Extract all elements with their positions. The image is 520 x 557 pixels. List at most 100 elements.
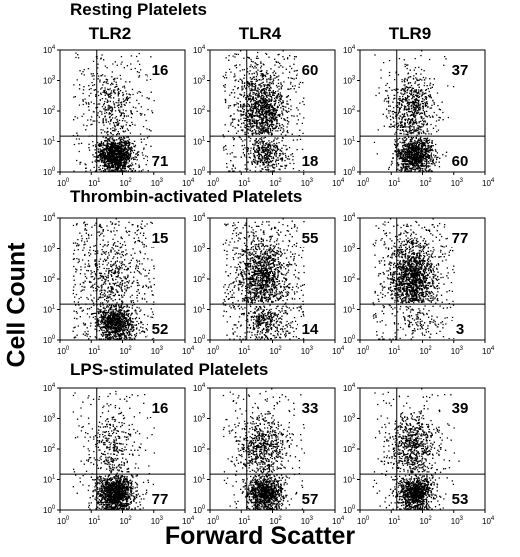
x-tick-label: 101 bbox=[238, 516, 251, 526]
x-tick-exponent: 0 bbox=[366, 516, 370, 522]
lower-quadrant-value: 14 bbox=[302, 321, 319, 338]
y-tick-label: 104 bbox=[193, 45, 206, 55]
x-tick-label: 103 bbox=[301, 178, 314, 188]
y-tick-exponent: 2 bbox=[352, 444, 356, 450]
y-tick-label: 104 bbox=[43, 213, 56, 223]
x-tick-label: 103 bbox=[151, 516, 164, 526]
x-tick-exponent: 4 bbox=[191, 516, 195, 522]
upper-quadrant-value-bg bbox=[148, 62, 172, 79]
lower-quadrant-value: 3 bbox=[456, 321, 464, 338]
scatter-points bbox=[72, 390, 155, 510]
scatter-points bbox=[372, 218, 455, 340]
y-tick-label: 101 bbox=[343, 305, 356, 315]
x-tick-label: 100 bbox=[207, 178, 220, 188]
x-tick-exponent: 1 bbox=[247, 516, 251, 522]
x-tick-exponent: 1 bbox=[97, 346, 101, 352]
y-tick-label: 100 bbox=[343, 167, 356, 177]
y-tick-label: 101 bbox=[343, 475, 356, 485]
y-tick-label: 102 bbox=[43, 274, 56, 284]
x-tick-label: 104 bbox=[332, 516, 345, 526]
y-tick-label: 103 bbox=[343, 76, 356, 86]
y-tick-exponent: 2 bbox=[352, 106, 356, 112]
x-tick-label: 102 bbox=[120, 516, 133, 526]
y-tick-exponent: 1 bbox=[202, 305, 206, 311]
y-tick-label: 102 bbox=[43, 106, 56, 116]
x-tick-exponent: 1 bbox=[97, 516, 101, 522]
y-tick-exponent: 3 bbox=[52, 76, 56, 82]
x-tick-exponent: 4 bbox=[491, 516, 495, 522]
x-tick-exponent: 2 bbox=[128, 346, 132, 352]
y-tick-exponent: 0 bbox=[52, 335, 56, 341]
lower-quadrant-value: 60 bbox=[452, 153, 469, 170]
scatter-points bbox=[222, 50, 305, 172]
x-tick-exponent: 1 bbox=[97, 178, 101, 184]
upper-quadrant-value-bg bbox=[448, 230, 472, 247]
y-tick-exponent: 1 bbox=[52, 475, 56, 481]
y-tick-label: 102 bbox=[193, 274, 206, 284]
x-tick-label: 102 bbox=[270, 346, 283, 356]
upper-quadrant-value-bg bbox=[298, 230, 322, 247]
lower-quadrant-value-bg bbox=[448, 491, 472, 508]
y-tick-label: 100 bbox=[343, 505, 356, 515]
upper-quadrant-value-bg bbox=[148, 400, 172, 417]
scatter-points bbox=[222, 218, 305, 340]
lower-quadrant-value: 77 bbox=[152, 491, 169, 508]
scatter-points bbox=[373, 50, 455, 172]
x-tick-exponent: 2 bbox=[428, 346, 432, 352]
x-tick-label: 104 bbox=[332, 178, 345, 188]
x-tick-label: 102 bbox=[420, 346, 433, 356]
x-tick-label: 100 bbox=[357, 516, 370, 526]
x-tick-label: 101 bbox=[88, 346, 101, 356]
column-title-tlr9: TLR9 bbox=[388, 24, 432, 43]
x-tick-exponent: 3 bbox=[160, 178, 164, 184]
lower-quadrant-value: 57 bbox=[302, 491, 319, 508]
y-tick-exponent: 4 bbox=[202, 45, 206, 51]
y-tick-exponent: 3 bbox=[202, 414, 206, 420]
x-tick-label: 102 bbox=[270, 516, 283, 526]
scatter-points bbox=[72, 52, 155, 172]
y-tick-label: 103 bbox=[343, 414, 356, 424]
lower-quadrant-value: 18 bbox=[302, 153, 319, 170]
x-tick-label: 101 bbox=[388, 178, 401, 188]
y-tick-exponent: 1 bbox=[52, 305, 56, 311]
y-tick-exponent: 2 bbox=[52, 444, 56, 450]
y-tick-label: 102 bbox=[193, 106, 206, 116]
lower-quadrant-value: 53 bbox=[452, 491, 469, 508]
y-tick-exponent: 1 bbox=[352, 475, 356, 481]
x-tick-exponent: 1 bbox=[397, 346, 401, 352]
x-tick-exponent: 2 bbox=[428, 178, 432, 184]
x-tick-label: 102 bbox=[420, 516, 433, 526]
x-tick-exponent: 3 bbox=[160, 516, 164, 522]
x-tick-exponent: 4 bbox=[341, 346, 345, 352]
y-tick-label: 100 bbox=[193, 335, 206, 345]
y-tick-exponent: 0 bbox=[352, 505, 356, 511]
row-title-lps: LPS-stimulated Platelets bbox=[70, 360, 269, 379]
y-tick-exponent: 2 bbox=[202, 274, 206, 280]
y-tick-label: 102 bbox=[343, 274, 356, 284]
x-tick-exponent: 0 bbox=[66, 346, 70, 352]
y-tick-label: 101 bbox=[193, 137, 206, 147]
scatter-points bbox=[222, 388, 305, 510]
y-tick-label: 101 bbox=[43, 137, 56, 147]
y-tick-label: 100 bbox=[343, 335, 356, 345]
y-tick-label: 102 bbox=[193, 444, 206, 454]
x-tick-label: 104 bbox=[482, 178, 495, 188]
y-tick-label: 102 bbox=[43, 444, 56, 454]
y-tick-exponent: 2 bbox=[352, 274, 356, 280]
upper-quadrant-value: 39 bbox=[452, 400, 469, 417]
y-tick-exponent: 0 bbox=[52, 505, 56, 511]
y-tick-exponent: 0 bbox=[352, 335, 356, 341]
y-tick-label: 101 bbox=[43, 475, 56, 485]
upper-quadrant-value: 60 bbox=[302, 62, 319, 79]
upper-quadrant-value-bg bbox=[298, 62, 322, 79]
x-tick-exponent: 0 bbox=[216, 516, 220, 522]
x-tick-exponent: 3 bbox=[460, 516, 464, 522]
upper-quadrant-value: 55 bbox=[302, 230, 319, 247]
x-tick-exponent: 1 bbox=[397, 178, 401, 184]
